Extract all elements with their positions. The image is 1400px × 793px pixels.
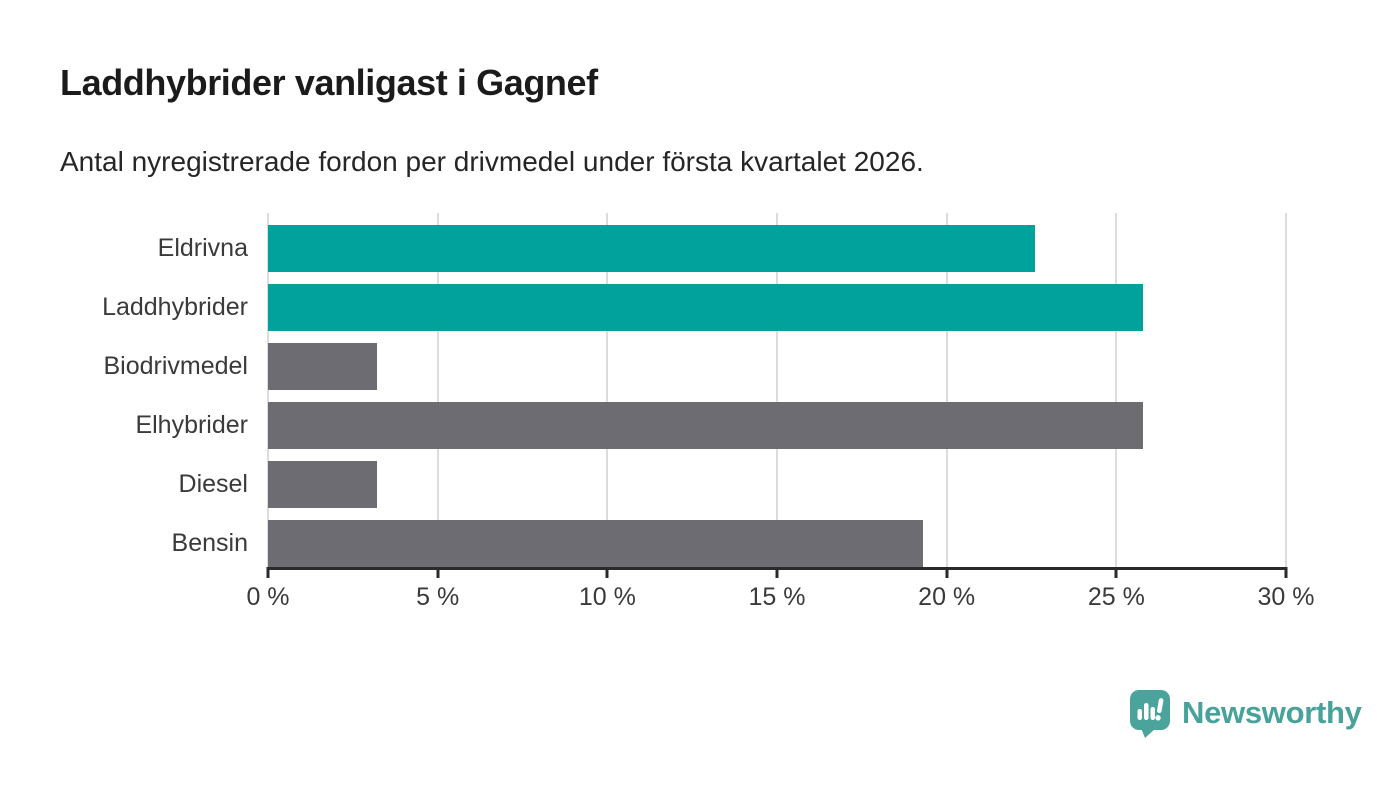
category-label-eldrivna: Eldrivna	[157, 234, 248, 262]
x-tick-mark	[266, 567, 270, 578]
newsworthy-logo-icon	[1130, 690, 1170, 738]
bar-bensin	[268, 520, 923, 567]
bar-row-eldrivna: Eldrivna	[0, 225, 1400, 272]
bar-row-diesel: Diesel	[0, 461, 1400, 508]
bar-row-biodrivmedel: Biodrivmedel	[0, 343, 1400, 390]
brand-name: Newsworthy	[1182, 695, 1362, 730]
x-tick-label-10: 10 %	[578, 583, 636, 611]
chart-subtitle: Antal nyregistrerade fordon per drivmede…	[60, 146, 924, 177]
bar-row-elhybrider: Elhybrider	[0, 402, 1400, 449]
gridline-0	[267, 213, 269, 567]
x-tick-label-0: 0 %	[246, 583, 290, 611]
category-label-elhybrider: Elhybrider	[135, 411, 248, 439]
x-tick-mark	[605, 567, 609, 578]
bar-track	[268, 402, 1286, 449]
bar-track	[268, 520, 1286, 567]
gridline-15	[776, 213, 778, 567]
x-tick-mark	[436, 567, 440, 578]
category-label-laddhybrider: Laddhybrider	[102, 293, 248, 321]
x-tick-mark	[1284, 567, 1288, 578]
category-label-biodrivmedel: Biodrivmedel	[103, 352, 248, 380]
bar-track	[268, 225, 1286, 272]
newsworthy-brand: Newsworthy	[1128, 688, 1362, 738]
x-tick-label-20: 20 %	[918, 583, 976, 611]
page-title: Laddhybrider vanligast i Gagnef	[60, 62, 598, 103]
x-tick-label-25: 25 %	[1087, 583, 1145, 611]
x-tick-label-15: 15 %	[748, 583, 806, 611]
gridline-20	[945, 213, 948, 567]
bar-rows: Eldrivna Laddhybrider Biodrivmedel Elhyb…	[0, 213, 1400, 567]
x-tick-mark	[775, 567, 779, 578]
gridline-5	[436, 213, 439, 567]
bar-eldrivna	[268, 225, 1035, 272]
gridline-10	[606, 213, 609, 567]
bar-row-laddhybrider: Laddhybrider	[0, 284, 1400, 331]
bar-elhybrider	[268, 402, 1144, 449]
x-tick-label-5: 5 %	[416, 583, 460, 611]
category-label-bensin: Bensin	[171, 529, 248, 557]
bar-track	[268, 461, 1286, 508]
bar-row-bensin: Bensin	[0, 520, 1400, 567]
gridline-25	[1115, 213, 1118, 567]
x-tick-mark	[945, 567, 949, 578]
bar-laddhybrider	[268, 284, 1144, 331]
bar-biodrivmedel	[268, 343, 377, 390]
x-tick-mark	[1114, 567, 1118, 578]
bar-track	[268, 343, 1286, 390]
gridline-30	[1285, 213, 1287, 567]
bar-track	[268, 284, 1286, 331]
x-axis: 0 % 5 % 10 % 15 % 20 % 25 % 30 %	[246, 567, 1314, 617]
category-label-diesel: Diesel	[178, 470, 248, 498]
x-tick-label-30: 30 %	[1257, 583, 1315, 611]
bar-diesel	[268, 461, 377, 508]
